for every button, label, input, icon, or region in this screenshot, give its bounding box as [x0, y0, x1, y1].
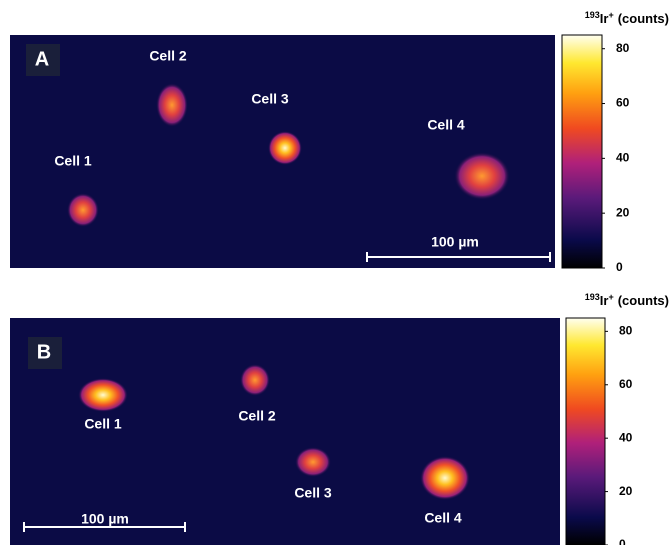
- cell-label: Cell 1: [84, 416, 122, 432]
- colorbar-tick-label: 20: [619, 484, 633, 498]
- cell-label: Cell 2: [149, 48, 187, 64]
- panel-label: A: [35, 48, 49, 70]
- colorbar: [565, 317, 606, 545]
- colorbar-tick-label: 0: [616, 260, 623, 274]
- colorbar-tick-label: 80: [616, 41, 630, 55]
- element: Ir: [600, 293, 609, 308]
- panel-label: B: [37, 341, 51, 363]
- colorbar-tick-label: 40: [619, 430, 633, 444]
- cell-label: Cell 1: [54, 153, 92, 169]
- cell-label: Cell 4: [424, 510, 462, 526]
- colorbar-tick-label: 0: [619, 537, 626, 545]
- charge: +: [608, 292, 613, 302]
- colorbar-title: 193Ir+ (counts): [585, 10, 669, 26]
- colorbar-tick-label: 60: [616, 96, 630, 110]
- scale-bar-label: 100 µm: [81, 511, 129, 527]
- colorbar-tick-label: 80: [619, 324, 633, 338]
- charge: +: [608, 10, 613, 20]
- colorbar-tick-label: 40: [616, 151, 630, 165]
- cell-signal: [240, 364, 270, 396]
- cell-signal: [156, 83, 188, 127]
- cell-label: Cell 3: [294, 485, 332, 501]
- colorbar-tick-label: 20: [616, 205, 630, 219]
- colorbar-tick-label: 60: [619, 377, 633, 391]
- cell-label: Cell 2: [238, 408, 276, 424]
- isotope: 193: [585, 292, 600, 302]
- unit: (counts): [618, 293, 669, 308]
- unit: (counts): [618, 11, 669, 26]
- cell-signal: [67, 193, 99, 227]
- cell-signal: [295, 447, 331, 477]
- cell-signal: [454, 152, 510, 200]
- cell-label: Cell 3: [251, 91, 289, 107]
- colorbar: [561, 34, 603, 269]
- panel-label-box: [28, 337, 62, 369]
- isotope: 193: [585, 10, 600, 20]
- image-panel: [10, 318, 560, 545]
- colorbar-title: 193Ir+ (counts): [585, 292, 669, 308]
- scale-bar-label: 100 µm: [431, 234, 479, 250]
- element: Ir: [600, 11, 609, 26]
- cell-signal: [420, 456, 470, 500]
- cell-signal: [78, 378, 128, 412]
- panel-label-box: [26, 44, 60, 76]
- cell-signal: [268, 131, 302, 165]
- cell-label: Cell 4: [427, 117, 465, 133]
